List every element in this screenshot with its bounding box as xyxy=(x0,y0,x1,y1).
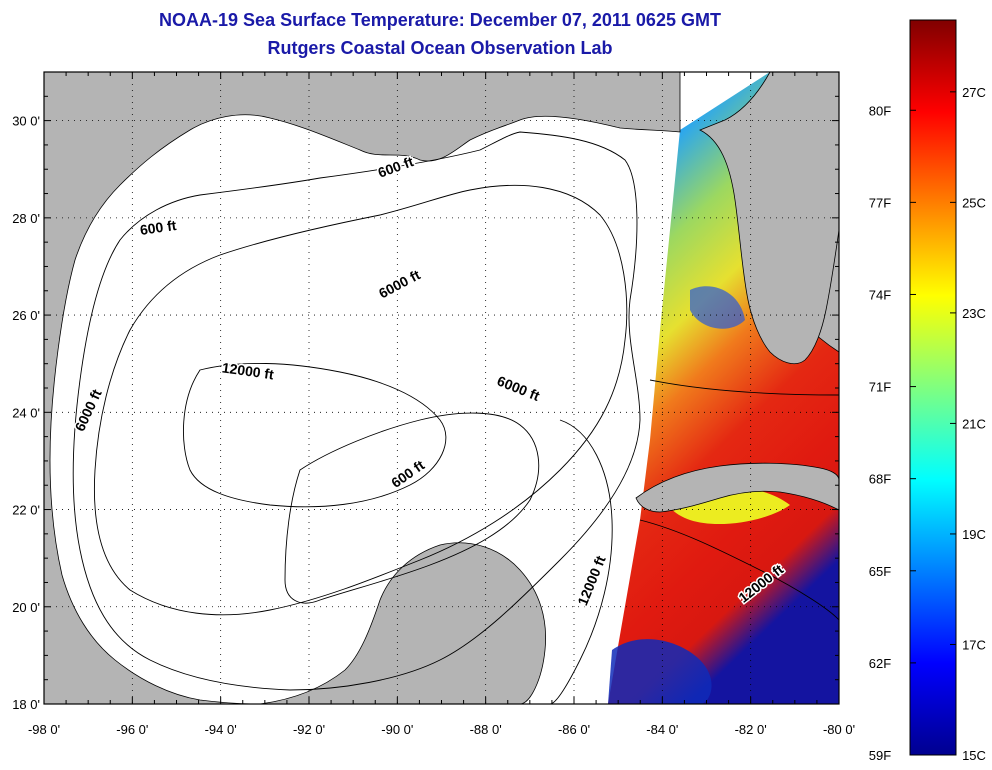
lon-tick-label: -84 0' xyxy=(646,722,678,737)
lat-tick-label: 28 0' xyxy=(12,211,40,226)
colorbar-c-label: 27C xyxy=(962,85,986,100)
lon-tick-label: -80 0' xyxy=(823,722,855,737)
lat-tick-label: 30 0' xyxy=(12,114,40,129)
colorbar xyxy=(909,19,957,756)
land-cuba xyxy=(635,462,839,513)
lat-tick-label: 24 0' xyxy=(12,405,40,420)
colorbar-f-label: 62F xyxy=(869,656,891,671)
colorbar-f-label: 68F xyxy=(869,472,891,487)
colorbar-c-label: 17C xyxy=(962,637,986,652)
lon-tick-label: -98 0' xyxy=(28,722,60,737)
sst-cold-patch xyxy=(608,639,712,704)
lat-lon-grid xyxy=(44,72,839,704)
map-subtitle: Rutgers Coastal Ocean Observation Lab xyxy=(267,38,613,58)
lon-tick-label: -94 0' xyxy=(205,722,237,737)
lon-tick-label: -92 0' xyxy=(293,722,325,737)
lon-tick-label: -86 0' xyxy=(558,722,590,737)
colorbar-f-label: 77F xyxy=(869,195,891,210)
colorbar-f-label: 65F xyxy=(869,564,891,579)
map-title: NOAA-19 Sea Surface Temperature: Decembe… xyxy=(159,10,721,30)
land-florida-peninsula xyxy=(699,72,839,365)
lat-tick-label: 18 0' xyxy=(12,697,40,712)
land-yucatan xyxy=(259,542,546,704)
colorbar-c-label: 21C xyxy=(962,416,986,431)
colorbar-f-label: 59F xyxy=(869,748,891,763)
colorbar-c-label: 19C xyxy=(962,527,986,542)
colorbar-c-label: 23C xyxy=(962,306,986,321)
contour-label: 600 ft xyxy=(139,217,178,238)
land-north-america xyxy=(44,72,681,704)
colorbar-c-label: 15C xyxy=(962,748,986,763)
lon-tick-label: -82 0' xyxy=(735,722,767,737)
colorbar-ticks: 80F 77F 74F 71F 68F 65F 62F 59F 27C 25C 23C 21C 19C 1… xyxy=(869,85,986,763)
lat-tick-label: 20 0' xyxy=(12,600,40,615)
bathymetry-contours xyxy=(72,131,839,704)
map-axes: -98 0' -96 0' -94 0' -92 0' -90 0' -88 0' -86 … xyxy=(12,71,855,737)
lon-tick-label: -88 0' xyxy=(470,722,502,737)
colorbar-f-label: 80F xyxy=(869,103,891,118)
lon-tick-label: -96 0' xyxy=(116,722,148,737)
lon-tick-label: -90 0' xyxy=(381,722,413,737)
colorbar-c-label: 25C xyxy=(962,195,986,210)
contour-label: 12000 ft xyxy=(221,359,275,382)
colorbar-f-label: 74F xyxy=(869,287,891,302)
sst-blue-patch xyxy=(690,286,745,329)
colorbar-f-label: 71F xyxy=(869,380,891,395)
lat-tick-label: 26 0' xyxy=(12,308,40,323)
lat-tick-label: 22 0' xyxy=(12,503,40,518)
